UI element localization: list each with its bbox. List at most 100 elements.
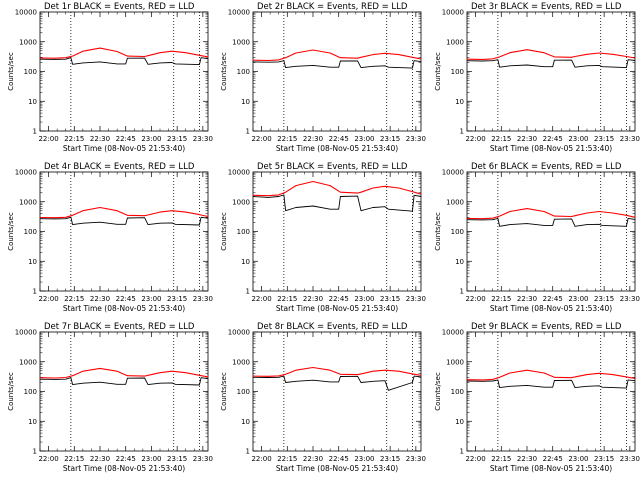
y-axis-label: Counts/sec [7,372,15,411]
plot-frame [466,11,636,132]
x-tick-label: 22:15 [64,135,84,143]
panel-title: Det 9r BLACK = Events, RED = LLD [471,322,622,332]
detector-panel-6: Det 6r BLACK = Events, RED = LLD 1 10 100 10… [434,162,640,313]
events-series-line [39,216,209,226]
panel-title: Det 1r BLACK = Events, RED = LLD [44,2,195,12]
y-axis-label: Counts/sec [7,52,15,91]
events-series-line [252,60,422,69]
events-series-line [39,377,209,386]
x-tick-label: 22:00 [465,135,485,143]
panel-title: Det 4r BLACK = Events, RED = LLD [44,162,195,172]
lld-series-line [39,206,209,219]
events-series-line [252,375,422,391]
x-tick-label: 22:15 [64,295,84,303]
x-tick-label: 22:30 [517,455,537,463]
plot-frame [252,331,422,452]
panel-title: Det 7r BLACK = Events, RED = LLD [44,322,195,332]
x-tick-label: 22:30 [90,295,110,303]
y-tick-label: 100 [451,228,464,236]
y-tick-label: 1 [33,448,37,456]
y-tick-label: 10000 [228,169,250,177]
lld-series-line [252,180,422,197]
y-tick-label: 10000 [442,329,464,337]
y-tick-label: 100 [24,68,37,76]
x-tick-label: 23:30 [406,295,426,303]
y-axis-label: Counts/sec [220,52,228,91]
y-tick-label: 10000 [228,9,250,17]
x-tick-label: 23:30 [193,295,213,303]
x-tick-label: 22:00 [251,135,271,143]
y-tick-label: 1000 [19,198,37,206]
x-tick-label: 22:45 [543,455,563,463]
panel-title: Det 6r BLACK = Events, RED = LLD [471,162,622,172]
x-tick-label: 23:00 [568,455,588,463]
x-tick-label: 22:30 [90,455,110,463]
lld-series-line [252,366,422,377]
x-tick-label: 22:30 [303,455,323,463]
y-tick-label: 10 [28,258,37,266]
y-axis-label: Counts/sec [434,212,442,251]
x-tick-label: 23:15 [594,455,614,463]
x-tick-label: 23:00 [141,135,161,143]
x-tick-label: 23:30 [406,135,426,143]
x-axis-label: Start Time (08-Nov-05 21:53:40) [63,304,185,313]
y-tick-label: 100 [451,68,464,76]
x-tick-label: 23:30 [620,135,640,143]
y-tick-label: 1000 [232,198,250,206]
x-tick-label: 22:00 [38,135,58,143]
y-tick-label: 1000 [19,358,37,366]
y-tick-label: 1 [460,288,464,296]
x-tick-label: 22:00 [38,455,58,463]
y-tick-label: 10000 [15,169,37,177]
events-series-line [39,57,209,66]
y-tick-label: 1 [460,448,464,456]
detector-panel-9: Det 9r BLACK = Events, RED = LLD 1 10 100 10… [434,322,640,473]
x-tick-label: 23:15 [380,295,400,303]
y-tick-label: 1 [246,448,250,456]
x-tick-label: 23:15 [167,455,187,463]
x-tick-label: 23:30 [620,295,640,303]
y-tick-label: 100 [451,388,464,396]
x-axis-label: Start Time (08-Nov-05 21:53:40) [276,144,398,153]
x-tick-label: 22:00 [38,295,58,303]
x-tick-label: 22:00 [251,295,271,303]
x-tick-label: 22:15 [277,295,297,303]
y-tick-label: 10 [455,258,464,266]
events-series-line [466,59,636,69]
x-tick-label: 23:00 [354,135,374,143]
y-tick-label: 100 [237,228,250,236]
events-series-line [466,379,636,389]
plot-frame [39,331,209,452]
plot-frame [39,11,209,132]
x-tick-label: 22:30 [517,295,537,303]
x-tick-label: 23:15 [167,295,187,303]
y-axis-label: Counts/sec [434,372,442,411]
x-tick-label: 22:00 [465,295,485,303]
x-tick-label: 22:00 [465,455,485,463]
y-tick-label: 10000 [228,329,250,337]
x-tick-label: 23:00 [141,455,161,463]
panel-title: Det 8r BLACK = Events, RED = LLD [257,322,408,332]
y-axis-label: Counts/sec [220,212,228,251]
x-tick-label: 22:30 [90,135,110,143]
lld-series-line [252,49,422,62]
x-tick-label: 22:15 [277,455,297,463]
x-tick-label: 22:45 [543,295,563,303]
x-tick-label: 23:00 [568,135,588,143]
y-axis-label: Counts/sec [7,212,15,251]
lld-series-line [466,369,636,381]
x-tick-label: 22:15 [277,135,297,143]
y-tick-label: 1 [246,288,250,296]
y-tick-label: 10000 [442,169,464,177]
x-tick-label: 23:15 [167,135,187,143]
x-tick-label: 23:15 [380,455,400,463]
y-tick-label: 10 [241,258,250,266]
x-tick-label: 22:45 [329,135,349,143]
y-tick-label: 10 [241,98,250,106]
y-tick-label: 1000 [232,358,250,366]
y-tick-label: 1000 [446,38,464,46]
y-tick-label: 10 [455,418,464,426]
y-axis-label: Counts/sec [220,372,228,411]
y-tick-label: 1000 [446,358,464,366]
